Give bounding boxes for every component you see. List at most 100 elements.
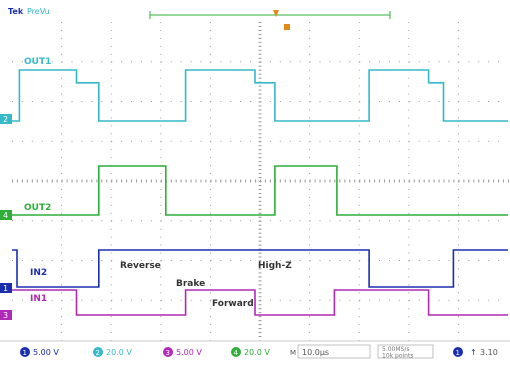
trace-out1	[12, 69, 508, 122]
ch1-ground-marker[interactable]: 1	[0, 283, 12, 293]
grid-dot	[398, 61, 400, 63]
grid-dot	[408, 220, 410, 222]
grid-dot	[235, 179, 237, 183]
grid-dot	[209, 149, 211, 151]
grid-dot	[110, 268, 112, 270]
timebase-readout[interactable]: M 10.0µs	[290, 344, 371, 359]
grid-dot	[258, 77, 262, 79]
grid-dot	[358, 85, 360, 87]
grid-dot	[457, 29, 459, 31]
acquisition-readout[interactable]: 5.00MS/s 10k points	[377, 344, 434, 360]
grid-dot	[12, 260, 13, 261]
ch2-ground-marker[interactable]: 2	[0, 114, 12, 124]
grid-dot	[408, 324, 410, 326]
grid-dot	[279, 61, 281, 63]
grid-dot	[250, 299, 252, 301]
grid-dot	[41, 140, 43, 142]
grid-dot	[210, 140, 212, 142]
grid-dot	[438, 299, 440, 301]
grid-dot	[269, 179, 271, 183]
trigger-readout[interactable]: 1 ↑ 3.10	[453, 347, 498, 357]
grid-dot	[41, 220, 43, 222]
grid-dot	[209, 244, 211, 246]
grid-dot	[111, 299, 113, 301]
grid-dot	[448, 101, 450, 102]
grid-dot	[131, 260, 133, 261]
grid-dot	[508, 179, 509, 183]
grid-dot	[230, 179, 232, 183]
grid-dot	[140, 220, 142, 222]
ch4-scale-readout[interactable]: 4 20.0 V	[231, 347, 270, 357]
svg-text:20.0 V: 20.0 V	[106, 348, 132, 357]
grid-dot	[359, 101, 361, 102]
grid-dot	[358, 284, 360, 286]
grid-dot	[428, 101, 430, 102]
grid-dot	[498, 299, 500, 301]
grid-dot	[358, 53, 360, 55]
grid-dot	[299, 220, 301, 222]
svg-text:3: 3	[3, 311, 8, 320]
grid-dot	[140, 140, 142, 142]
grid-dot	[209, 276, 211, 278]
grid-dot	[61, 93, 63, 95]
grid-dot	[309, 117, 311, 119]
svg-text:↑: ↑	[470, 348, 477, 357]
grid-dot	[71, 61, 73, 63]
grid-dot	[41, 260, 43, 261]
grid-dot	[457, 125, 459, 127]
grid-dot	[91, 299, 93, 301]
grid-dot	[498, 179, 500, 183]
grid-dot	[160, 77, 162, 79]
grid-dot	[110, 204, 112, 206]
grid-dot	[110, 244, 112, 246]
ch4-ground-marker[interactable]: 4	[0, 210, 12, 220]
grid-dot	[131, 61, 133, 63]
grid-dot	[31, 101, 33, 102]
ch3-ground-marker[interactable]: 3	[0, 310, 12, 320]
grid-dot	[289, 260, 291, 261]
grid-dot	[408, 173, 410, 175]
grid-dot	[131, 101, 133, 102]
grid-dot	[116, 179, 118, 183]
grid-dot	[457, 212, 459, 214]
grid-dot	[71, 260, 73, 261]
grid-dot	[258, 300, 262, 302]
grid-dot	[349, 61, 351, 63]
grid-dot	[309, 212, 311, 214]
grid-dot	[309, 37, 311, 39]
grid-dot	[155, 179, 157, 183]
grid-dot	[258, 296, 262, 298]
svg-text:1: 1	[456, 349, 460, 357]
grid-dot	[493, 179, 495, 183]
grid-dot	[488, 101, 490, 102]
grid-dot	[110, 308, 112, 310]
grid-dot	[61, 196, 63, 198]
grid-dot	[309, 29, 311, 31]
grid-dot	[258, 173, 262, 175]
grid-dot	[61, 179, 63, 183]
grid-dot	[258, 113, 262, 115]
grid-dot	[258, 200, 262, 202]
grid-dot	[457, 228, 459, 230]
grid-dot	[230, 101, 232, 102]
grid-dot	[309, 260, 311, 261]
grid-dot	[81, 260, 83, 261]
grid-dot	[408, 228, 410, 230]
grid-dot	[101, 299, 103, 301]
grid-dot	[309, 284, 311, 286]
grid-dot	[51, 101, 53, 102]
ch3-scale-readout[interactable]: 3 5.00 V	[163, 347, 202, 357]
grid-dot	[478, 299, 480, 301]
grid-dot	[279, 101, 281, 102]
grid-dot	[160, 69, 162, 71]
grid-dot	[468, 260, 470, 261]
grid-dot	[200, 140, 202, 142]
grid-dot	[21, 61, 23, 63]
grid-dot	[51, 61, 53, 63]
grid-dot	[258, 157, 262, 159]
trigger-position-marker[interactable]	[273, 10, 279, 17]
ch1-scale-readout[interactable]: 1 5.00 V	[20, 347, 59, 357]
grid-dot	[358, 22, 360, 23]
trigger-point-marker[interactable]	[284, 24, 290, 30]
ch2-scale-readout[interactable]: 2 20.0 V	[93, 347, 132, 357]
